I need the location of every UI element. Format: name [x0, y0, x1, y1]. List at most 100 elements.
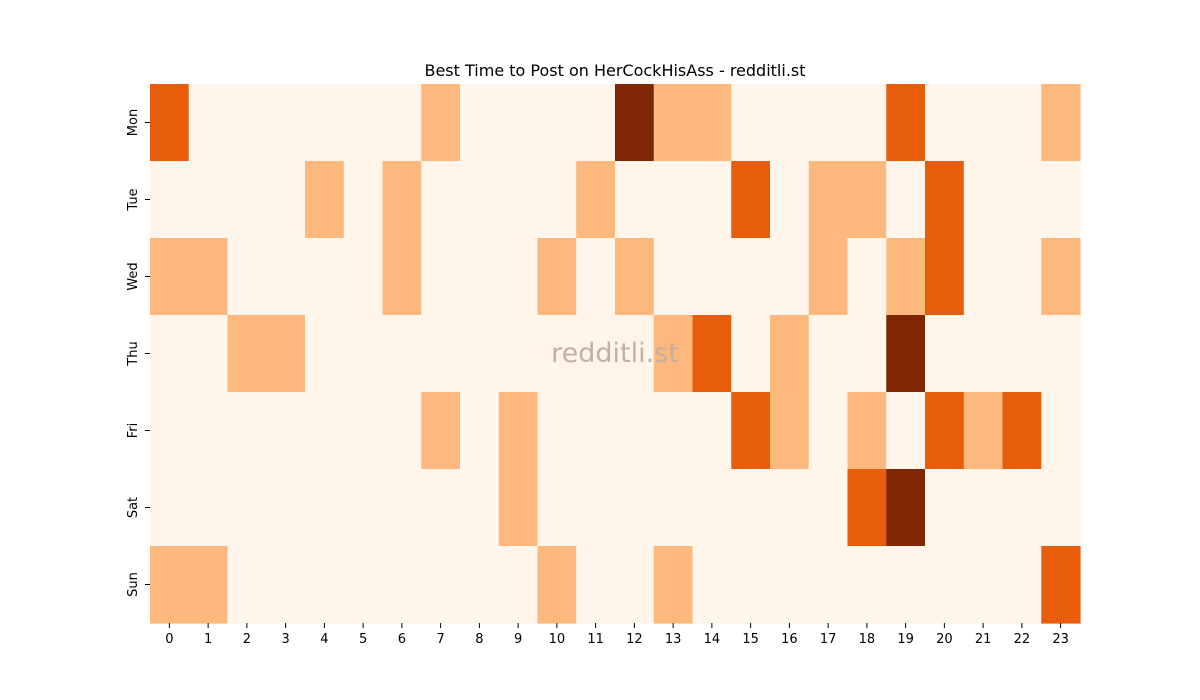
heatmap-cell-sun-7 [421, 546, 461, 624]
x-tick-label: 21 [975, 632, 992, 647]
heatmap-cell-tue-23 [1041, 161, 1081, 239]
heatmap-cell-tue-12 [615, 161, 655, 239]
heatmap-cell-tue-8 [460, 161, 500, 239]
heatmap-cell-sat-19 [886, 469, 926, 547]
heatmap-cell-wed-5 [343, 238, 384, 316]
heatmap-cell-thu-18 [847, 315, 887, 393]
heatmap-cell-mon-20 [925, 84, 965, 162]
heatmap-cell-sat-23 [1041, 469, 1081, 547]
heatmap-cell-wed-20 [925, 238, 965, 316]
y-axis: Mon Tue Wed Thu Fri Sat Sun [126, 109, 150, 597]
heatmap-cell-tue-11 [576, 161, 616, 239]
heatmap-cell-sat-2 [227, 469, 267, 547]
heatmap-cell-fri-18 [847, 392, 887, 470]
heatmap-cell-sat-22 [1002, 469, 1042, 547]
heatmap-cell-sun-21 [963, 546, 1004, 624]
heatmap-cell-mon-14 [692, 84, 732, 162]
heatmap-cell-fri-1 [188, 392, 229, 470]
heatmap-cell-sat-7 [421, 469, 461, 547]
heatmap-cell-fri-22 [1002, 392, 1042, 470]
x-tick-label: 16 [781, 632, 798, 647]
heatmap-cell-wed-8 [460, 238, 500, 316]
heatmap-cell-thu-16 [770, 315, 810, 393]
heatmap-cell-fri-3 [266, 392, 306, 470]
heatmap-cell-sun-18 [847, 546, 887, 624]
heatmap-cell-wed-1 [188, 238, 229, 316]
heatmap-cell-thu-0 [150, 315, 190, 393]
heatmap-cell-mon-19 [886, 84, 926, 162]
y-tick-label: Mon [126, 109, 141, 136]
heatmap-cell-fri-8 [460, 392, 500, 470]
heatmap-cell-mon-16 [770, 84, 810, 162]
heatmap-cell-wed-9 [498, 238, 539, 316]
heatmap-cell-fri-11 [576, 392, 616, 470]
heatmap-cell-thu-7 [421, 315, 461, 393]
heatmap-cell-sun-6 [382, 546, 422, 624]
x-tick-label: 14 [704, 632, 721, 647]
heatmap-cell-wed-2 [227, 238, 267, 316]
heatmap-cell-fri-20 [925, 392, 965, 470]
heatmap-cell-thu-22 [1002, 315, 1042, 393]
heatmap-cell-thu-19 [886, 315, 926, 393]
heatmap-cell-mon-10 [537, 84, 577, 162]
heatmap-cell-thu-5 [343, 315, 384, 393]
heatmap-cell-tue-18 [847, 161, 887, 239]
heatmap-cell-tue-17 [808, 161, 849, 239]
y-tick-label: Sun [126, 572, 141, 597]
heatmap-cell-tue-13 [653, 161, 694, 239]
heatmap-cell-tue-20 [925, 161, 965, 239]
heatmap-cell-tue-10 [537, 161, 577, 239]
heatmap-cell-wed-17 [808, 238, 849, 316]
heatmap-cell-sun-19 [886, 546, 926, 624]
x-tick-label: 15 [742, 632, 759, 647]
heatmap-cell-mon-18 [847, 84, 887, 162]
heatmap-cell-wed-15 [731, 238, 771, 316]
heatmap-cell-mon-2 [227, 84, 267, 162]
heatmap-cell-sat-21 [963, 469, 1004, 547]
heatmap-cell-mon-17 [808, 84, 849, 162]
heatmap-cell-thu-21 [963, 315, 1004, 393]
heatmap-cell-tue-19 [886, 161, 926, 239]
heatmap-cell-sun-1 [188, 546, 229, 624]
x-tick-label: 10 [549, 632, 566, 647]
heatmap-cell-wed-22 [1002, 238, 1042, 316]
heatmap-cell-sat-9 [498, 469, 539, 547]
heatmap-cell-tue-0 [150, 161, 190, 239]
heatmap-cell-thu-15 [731, 315, 771, 393]
x-tick-label: 13 [665, 632, 682, 647]
x-tick-label: 5 [359, 632, 367, 647]
heatmap-cell-thu-8 [460, 315, 500, 393]
heatmap-cell-thu-17 [808, 315, 849, 393]
heatmap-cell-sat-12 [615, 469, 655, 547]
x-tick-label: 8 [475, 632, 483, 647]
heatmap-cell-thu-23 [1041, 315, 1081, 393]
y-tick-label: Tue [126, 188, 141, 211]
heatmap-cell-wed-12 [615, 238, 655, 316]
heatmap-cell-tue-9 [498, 161, 539, 239]
heatmap-cell-fri-9 [498, 392, 539, 470]
heatmap-cell-fri-23 [1041, 392, 1081, 470]
heatmap-cell-tue-14 [692, 161, 732, 239]
heatmap-cell-sun-9 [498, 546, 539, 624]
heatmap-cell-sun-22 [1002, 546, 1042, 624]
heatmap-cell-sat-13 [653, 469, 694, 547]
heatmap-cell-sun-2 [227, 546, 267, 624]
watermark: redditli.st [551, 338, 679, 369]
heatmap-cell-wed-21 [963, 238, 1004, 316]
heatmap-cell-fri-19 [886, 392, 926, 470]
y-tick-label: Thu [126, 341, 141, 366]
x-tick-label: 1 [204, 632, 212, 647]
heatmap-cell-sun-23 [1041, 546, 1081, 624]
heatmap-cell-tue-6 [382, 161, 422, 239]
heatmap-cell-tue-2 [227, 161, 267, 239]
heatmap-cell-sun-3 [266, 546, 306, 624]
heatmap-cell-fri-21 [963, 392, 1004, 470]
heatmap-cell-tue-21 [963, 161, 1004, 239]
heatmap-cell-thu-10 [537, 315, 577, 393]
heatmap-cell-sat-8 [460, 469, 500, 547]
heatmap-cell-sat-10 [537, 469, 577, 547]
heatmap-cell-mon-13 [653, 84, 694, 162]
heatmap-cell-sat-17 [808, 469, 849, 547]
heatmap-cell-sun-4 [305, 546, 345, 624]
heatmap-cell-sat-5 [343, 469, 384, 547]
